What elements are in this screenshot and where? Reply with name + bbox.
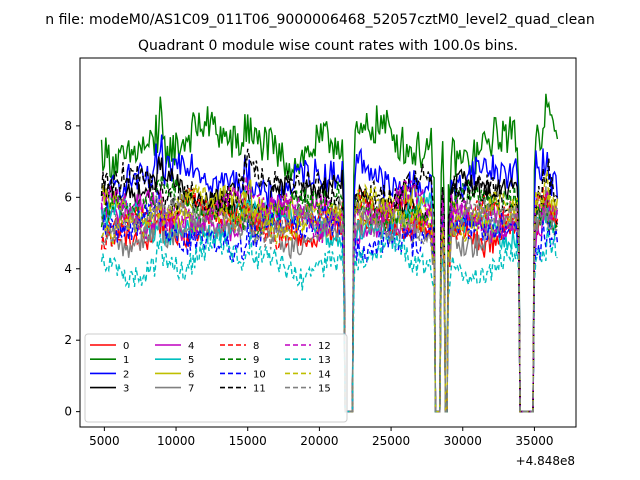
x-tick-label: 15000 (229, 434, 267, 448)
series-13-line (100, 227, 558, 413)
x-tick-label: 10000 (157, 434, 195, 448)
legend-label-3: 3 (123, 384, 129, 395)
legend-label-5: 5 (188, 355, 194, 366)
chart-title: Quadrant 0 module wise count rates with … (138, 38, 518, 54)
y-tick-label: 2 (64, 333, 72, 347)
y-axis: 0 2 4 6 8 (64, 119, 80, 419)
x-tick-label: 5000 (89, 434, 120, 448)
series-2-line (101, 134, 559, 413)
y-tick-label: 8 (64, 119, 72, 133)
legend-label-9: 9 (253, 355, 259, 366)
series-layer (100, 93, 559, 413)
x-tick-label: 20000 (300, 434, 338, 448)
series-15-line (101, 192, 558, 413)
x-tick-label: 35000 (515, 434, 553, 448)
legend-label-0: 0 (123, 341, 129, 352)
series-1-line (100, 93, 559, 413)
figure-suptitle: n file: modeM0/AS1C09_011T06_9000006468_… (45, 12, 594, 28)
legend-label-6: 6 (188, 369, 194, 380)
y-tick-label: 4 (64, 262, 72, 276)
legend-label-2: 2 (123, 369, 129, 380)
series-10-line (100, 190, 559, 413)
legend-label-15: 15 (318, 384, 331, 395)
axes-border (79, 57, 577, 428)
legend-label-14: 14 (318, 369, 331, 380)
legend-label-1: 1 (123, 355, 129, 366)
series-12-line (100, 175, 559, 413)
legend-label-7: 7 (188, 384, 194, 395)
legend-label-13: 13 (318, 355, 331, 366)
y-tick-label: 6 (64, 190, 72, 204)
x-tick-label: 30000 (444, 434, 482, 448)
series-3-line (100, 156, 559, 413)
legend-label-8: 8 (253, 341, 259, 352)
series-9-line (100, 174, 558, 413)
x-axis: 5000 10000 15000 20000 25000 30000 35000 (89, 427, 554, 448)
legend-label-4: 4 (188, 341, 194, 352)
legend-label-12: 12 (318, 341, 331, 352)
x-offset-label: +4.848e8 (516, 454, 575, 468)
legend-label-10: 10 (253, 369, 266, 380)
x-tick-label: 25000 (372, 434, 410, 448)
legend-label-11: 11 (253, 384, 266, 395)
legend-box (84, 333, 348, 423)
y-tick-label: 0 (64, 405, 72, 419)
